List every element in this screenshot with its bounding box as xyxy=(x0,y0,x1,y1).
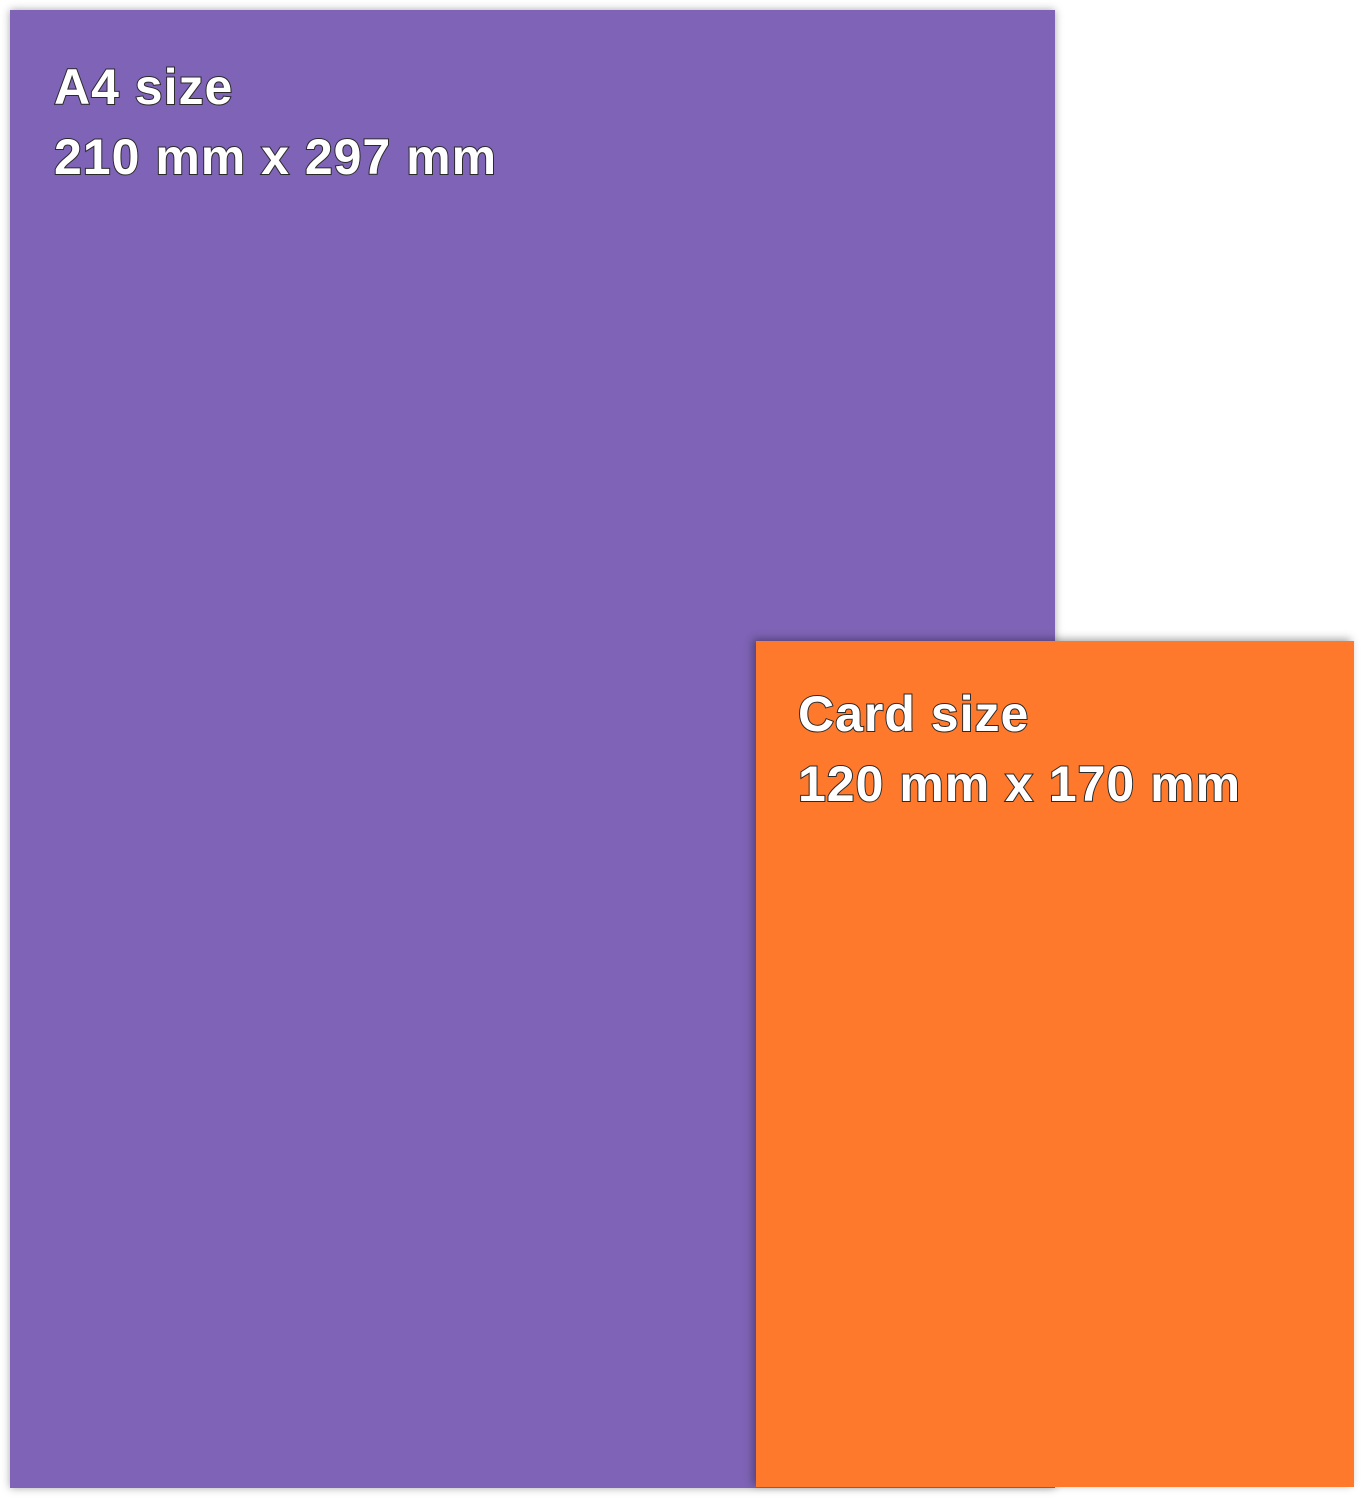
card-dimensions: 120 mm x 170 mm xyxy=(797,755,1242,813)
card-sheet: Card size 120 mm x 170 mm xyxy=(756,641,1354,1487)
a4-label: A4 size 210 mm x 297 mm xyxy=(53,52,498,192)
a4-title: A4 size xyxy=(53,58,234,116)
card-label: Card size 120 mm x 170 mm xyxy=(797,679,1242,819)
card-title: Card size xyxy=(797,685,1030,743)
a4-dimensions: 210 mm x 297 mm xyxy=(53,128,498,186)
